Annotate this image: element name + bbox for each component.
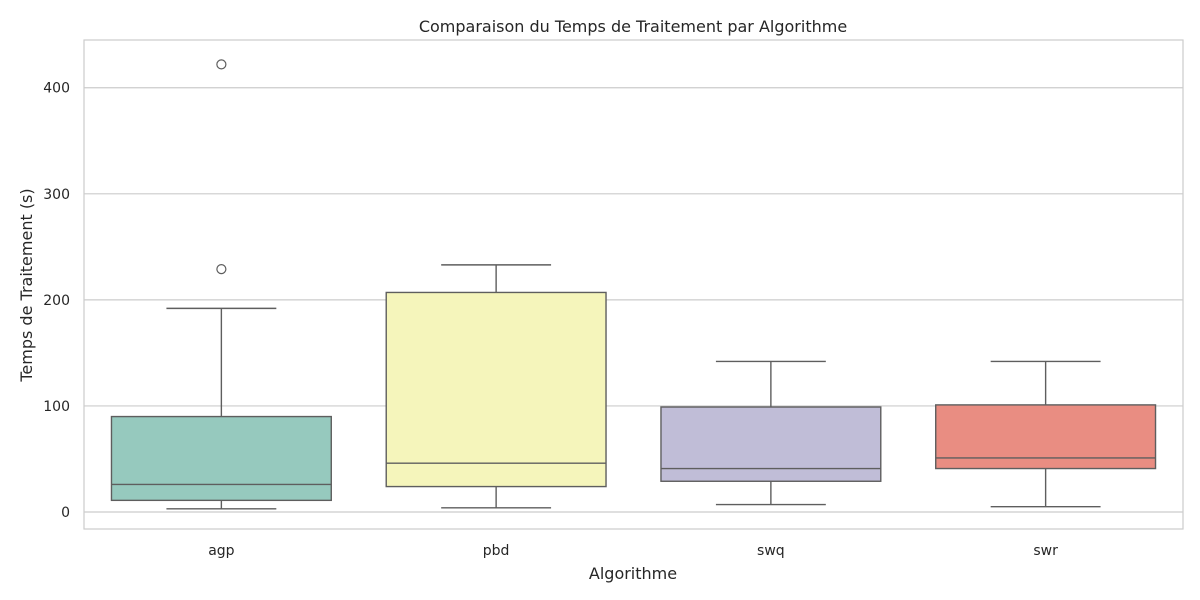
box-layer [110,59,1157,510]
outlier-point [216,264,227,275]
y-tick-label: 0 [61,505,70,521]
x-tick-label: pbd [483,543,510,559]
y-tick-labels: 0 100 200 300 400 [43,81,70,521]
iqr-box [385,291,607,488]
x-axis-label: Algorithme [589,564,677,583]
y-tick-label: 100 [43,399,70,415]
x-tick-label: swr [1033,543,1058,559]
plot-frame [83,39,1184,530]
y-tick-label: 400 [43,81,70,97]
y-tick-label: 200 [43,293,70,309]
y-axis-label: Temps de Traitement (s) [17,188,36,382]
y-tick-label: 300 [43,187,70,203]
iqr-box [110,415,332,502]
outlier-point [216,59,227,70]
box-pbd [385,264,607,509]
x-tick-label: swq [757,543,785,559]
box-agp [110,59,332,510]
box-swq [660,360,882,506]
x-tick-labels: agp pbd swq swr [208,543,1058,559]
iqr-box [660,406,882,482]
box-swr [935,360,1157,508]
iqr-box [935,404,1157,470]
chart-title: Comparaison du Temps de Traitement par A… [419,17,847,36]
x-tick-label: agp [208,543,234,559]
